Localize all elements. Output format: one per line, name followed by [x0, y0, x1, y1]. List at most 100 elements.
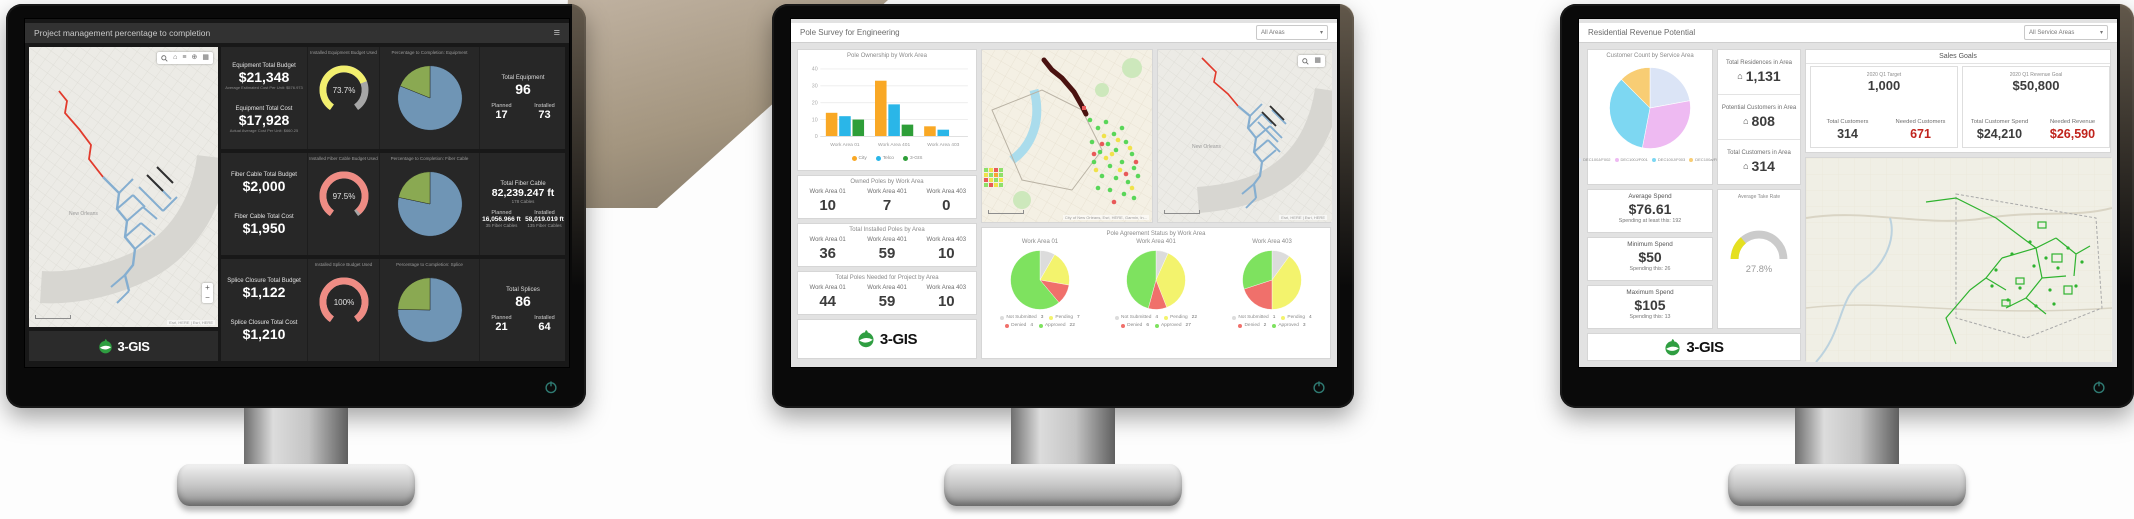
- power-button[interactable]: [1312, 380, 1326, 394]
- legend-label: City: [858, 156, 867, 161]
- spend-value: $50: [1638, 249, 1662, 265]
- work-area-value: 10: [937, 293, 955, 310]
- installed-value: 58,019.019 ft: [525, 215, 564, 223]
- svg-text:40: 40: [812, 67, 818, 73]
- legend-label: Telco: [882, 156, 894, 161]
- legend-dot: [1232, 315, 1237, 320]
- legend-label: Pending: [1170, 315, 1188, 320]
- bar-chart-legend: City Telco 3-GIS: [798, 156, 976, 161]
- search-icon[interactable]: [161, 54, 168, 62]
- service-area-filter-select[interactable]: All Service Areas ▾: [2024, 25, 2108, 40]
- monitor-stand-base: [1728, 464, 1966, 506]
- dashboard-pole-survey: Pole Survey for Engineering All Areas ▾ …: [790, 18, 1338, 368]
- map-canvas[interactable]: ⌂ ≡ ⊕ ▦ + − New Orleans Esri, HERE | Esr…: [29, 47, 218, 327]
- legend-dot: [1689, 157, 1694, 162]
- svg-text:0: 0: [815, 134, 818, 140]
- house-icon: ⌂: [1743, 116, 1749, 126]
- page-title: Project management percentage to complet…: [34, 28, 211, 38]
- home-icon[interactable]: ⌂: [173, 54, 178, 61]
- legend-label: Pending: [1287, 315, 1305, 320]
- logo: 3-GIS: [797, 319, 977, 359]
- dashboard-titlebar: Residential Revenue Potential All Servic…: [1579, 23, 2117, 43]
- basemap-icon[interactable]: ▦: [1314, 57, 1321, 64]
- goal-value: 1,000: [1867, 78, 1901, 93]
- zoom-in-button[interactable]: +: [205, 283, 210, 292]
- sales-stat-value: 314: [1837, 127, 1858, 141]
- panel-title: Maximum Spend: [1626, 289, 1674, 296]
- legend-dot: [1614, 157, 1619, 162]
- legend-label: Approved: [1160, 323, 1182, 328]
- legend-value: 27: [1185, 323, 1191, 328]
- area-stats-panel: Total Residences in Area ⌂ 1,131 Potentia…: [1717, 49, 1801, 185]
- basemap-icon[interactable]: ▦: [202, 54, 209, 61]
- power-icon: [545, 381, 557, 394]
- pie-title: Work Area 401: [1136, 239, 1176, 245]
- logo: 3-GIS: [1587, 333, 1801, 361]
- spend-value: $76.61: [1628, 201, 1672, 217]
- revenue-map-canvas[interactable]: [1805, 157, 2112, 362]
- map-attribution: Esri, HERE | Esri, HERE: [167, 320, 215, 325]
- legend-value: 3: [1040, 315, 1044, 320]
- area-filter-select[interactable]: All Areas ▾: [1256, 25, 1328, 40]
- power-button[interactable]: [2092, 380, 2106, 394]
- totals-value: 96: [515, 81, 531, 97]
- monitor-stand-base: [944, 464, 1182, 506]
- legend-dot: [1651, 157, 1656, 162]
- stat-label: Splice Closure Total Cost: [230, 319, 298, 326]
- pie-completion-equipment: [395, 63, 465, 133]
- legend-value: 1: [1272, 315, 1276, 320]
- map-attribution: Esri, HERE | Esri, HERE: [1279, 215, 1327, 220]
- zoom-out-button[interactable]: −: [205, 293, 210, 302]
- legend-value: 6: [1146, 323, 1149, 328]
- map-scalebar: [1164, 210, 1200, 214]
- network-map-canvas[interactable]: ▦ New Orleans Esri, HERE | Esri, HERE: [1157, 49, 1332, 223]
- legend-label: Approved: [1278, 323, 1299, 328]
- survey-map-canvas[interactable]: City of New Orleans, Esri, HERE, Garmin,…: [981, 49, 1153, 223]
- svg-text:Work Area 401: Work Area 401: [878, 142, 910, 148]
- svg-text:20: 20: [812, 100, 818, 106]
- pie-title: Percentage to Completion: Equipment: [391, 50, 468, 55]
- locate-icon[interactable]: ⊕: [191, 54, 198, 61]
- chevron-down-icon: ▾: [2099, 30, 2103, 36]
- power-button[interactable]: [544, 380, 558, 394]
- menu-icon[interactable]: ≡: [553, 27, 560, 39]
- legend-value: 22: [1191, 315, 1198, 320]
- legend-value: 4: [1309, 315, 1312, 320]
- revenue-card: 2020 Q1 Revenue Goal $50,800 Total Custom…: [1962, 66, 2110, 148]
- legend-label: Denied: [1127, 323, 1143, 328]
- panel-title: Owned Poles by Work Area: [850, 179, 924, 185]
- search-icon[interactable]: [1302, 57, 1309, 65]
- dashboard-titlebar: Project management percentage to complet…: [25, 23, 569, 43]
- stat-sub: Average Estimated Cost Per Unit: $576.97…: [225, 85, 303, 90]
- work-area-label: Work Area 401: [867, 237, 907, 243]
- gauge-fiber-budget: 97.5%: [313, 167, 375, 225]
- legend-dot: [1238, 323, 1243, 328]
- totals-title: Total Fiber Cable: [500, 180, 546, 187]
- installed-value: 73: [538, 109, 551, 121]
- page-title: Pole Survey for Engineering: [800, 28, 900, 37]
- legend-label: DEC100J/F001: [1620, 157, 1648, 162]
- stat-label: Fiber Cable Total Cost: [234, 213, 294, 220]
- pie-title: Percentage to Completion: Fiber Cable: [390, 156, 469, 161]
- spend-sub: Spending this: 13: [1629, 314, 1671, 320]
- stat-label: Splice Closure Total Budget: [227, 278, 301, 285]
- needed-poles-panel: Total Poles Needed for Project by Area W…: [797, 271, 977, 315]
- equipment-row: Equipment Total Budget $21,348 Average Est…: [221, 47, 565, 149]
- panel-title: Minimum Spend: [1627, 241, 1673, 248]
- legend-icon[interactable]: ≡: [182, 54, 187, 61]
- minimum-spend-panel: Minimum Spend $50 Spending this: 26: [1587, 237, 1713, 281]
- work-area-label: Work Area 403: [926, 237, 967, 243]
- stat-label: Potential Customers in Area: [1721, 105, 1797, 111]
- map-toolbar: ▦: [1298, 55, 1325, 67]
- map-scalebar: [35, 315, 71, 319]
- panel-title: Customer Count by Service Area: [1606, 53, 1694, 59]
- spend-sub: Spending this: 26: [1629, 266, 1671, 272]
- svg-text:100%: 100%: [333, 298, 354, 307]
- work-area-value: 59: [878, 293, 896, 310]
- work-area-value: 59: [878, 245, 896, 262]
- planned-label: Planned: [491, 315, 512, 321]
- legend-dot: [1164, 315, 1169, 320]
- sales-stat-value: $24,210: [1976, 127, 2023, 141]
- legend-dot: [1114, 315, 1119, 320]
- svg-text:27.8%: 27.8%: [1746, 264, 1772, 274]
